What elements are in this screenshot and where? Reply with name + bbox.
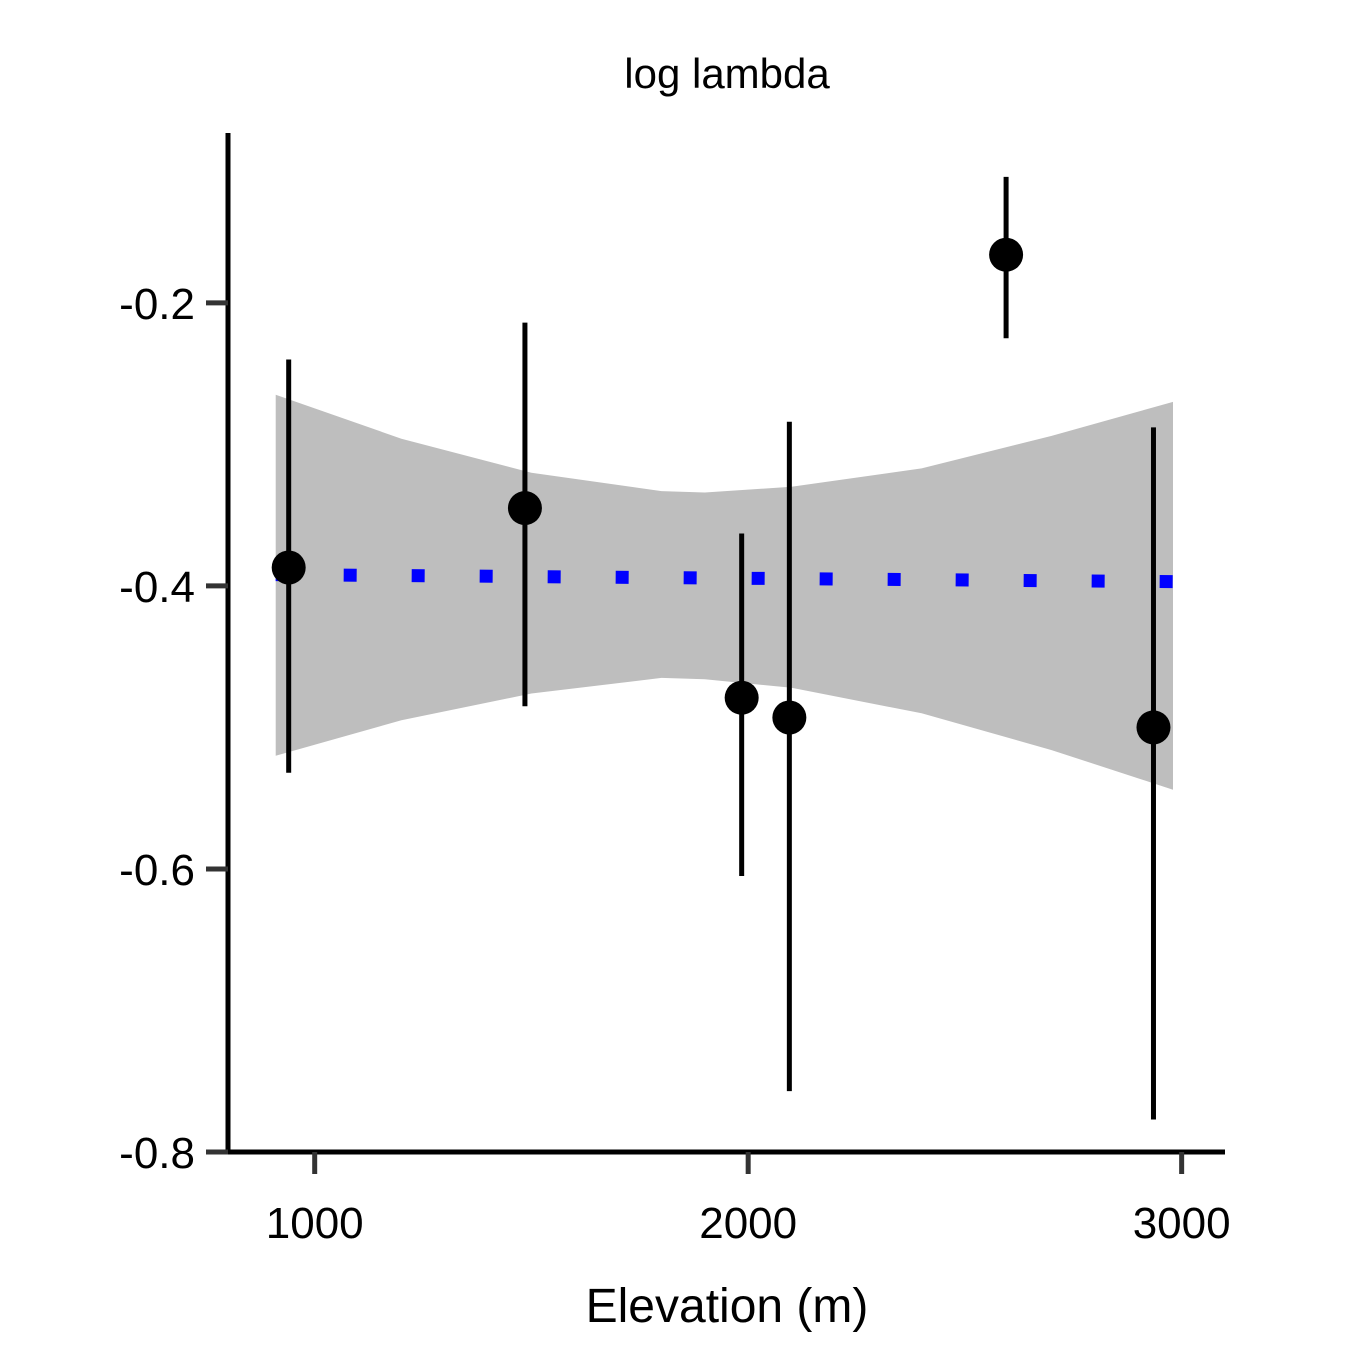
data-point-1 bbox=[271, 550, 306, 585]
chart-title: log lambda bbox=[624, 50, 830, 97]
x-axis-title: Elevation (m) bbox=[586, 1280, 869, 1333]
y-tick-label-3: -0.4 bbox=[119, 563, 195, 612]
x-tick-label-1: 1000 bbox=[266, 1199, 364, 1248]
y-tick-label-4: -0.2 bbox=[119, 280, 195, 329]
confidence-ribbon-layer bbox=[275, 394, 1173, 790]
data-point-2 bbox=[507, 491, 542, 526]
data-point-5 bbox=[989, 237, 1024, 272]
data-point-4 bbox=[772, 700, 807, 735]
x-tick-label-2: 2000 bbox=[699, 1199, 797, 1248]
x-tick-label-3: 3000 bbox=[1133, 1199, 1231, 1248]
y-tick-label-2: -0.6 bbox=[119, 846, 195, 895]
y-tick-label-1: -0.8 bbox=[119, 1129, 195, 1178]
confidence-ribbon bbox=[275, 394, 1173, 790]
data-point-6 bbox=[1136, 710, 1171, 745]
data-point-layer bbox=[271, 237, 1171, 745]
axes: -0.8 -0.6 -0.4 -0.2 1000 2000 3000 bbox=[119, 133, 1231, 1248]
data-point-3 bbox=[724, 680, 759, 715]
